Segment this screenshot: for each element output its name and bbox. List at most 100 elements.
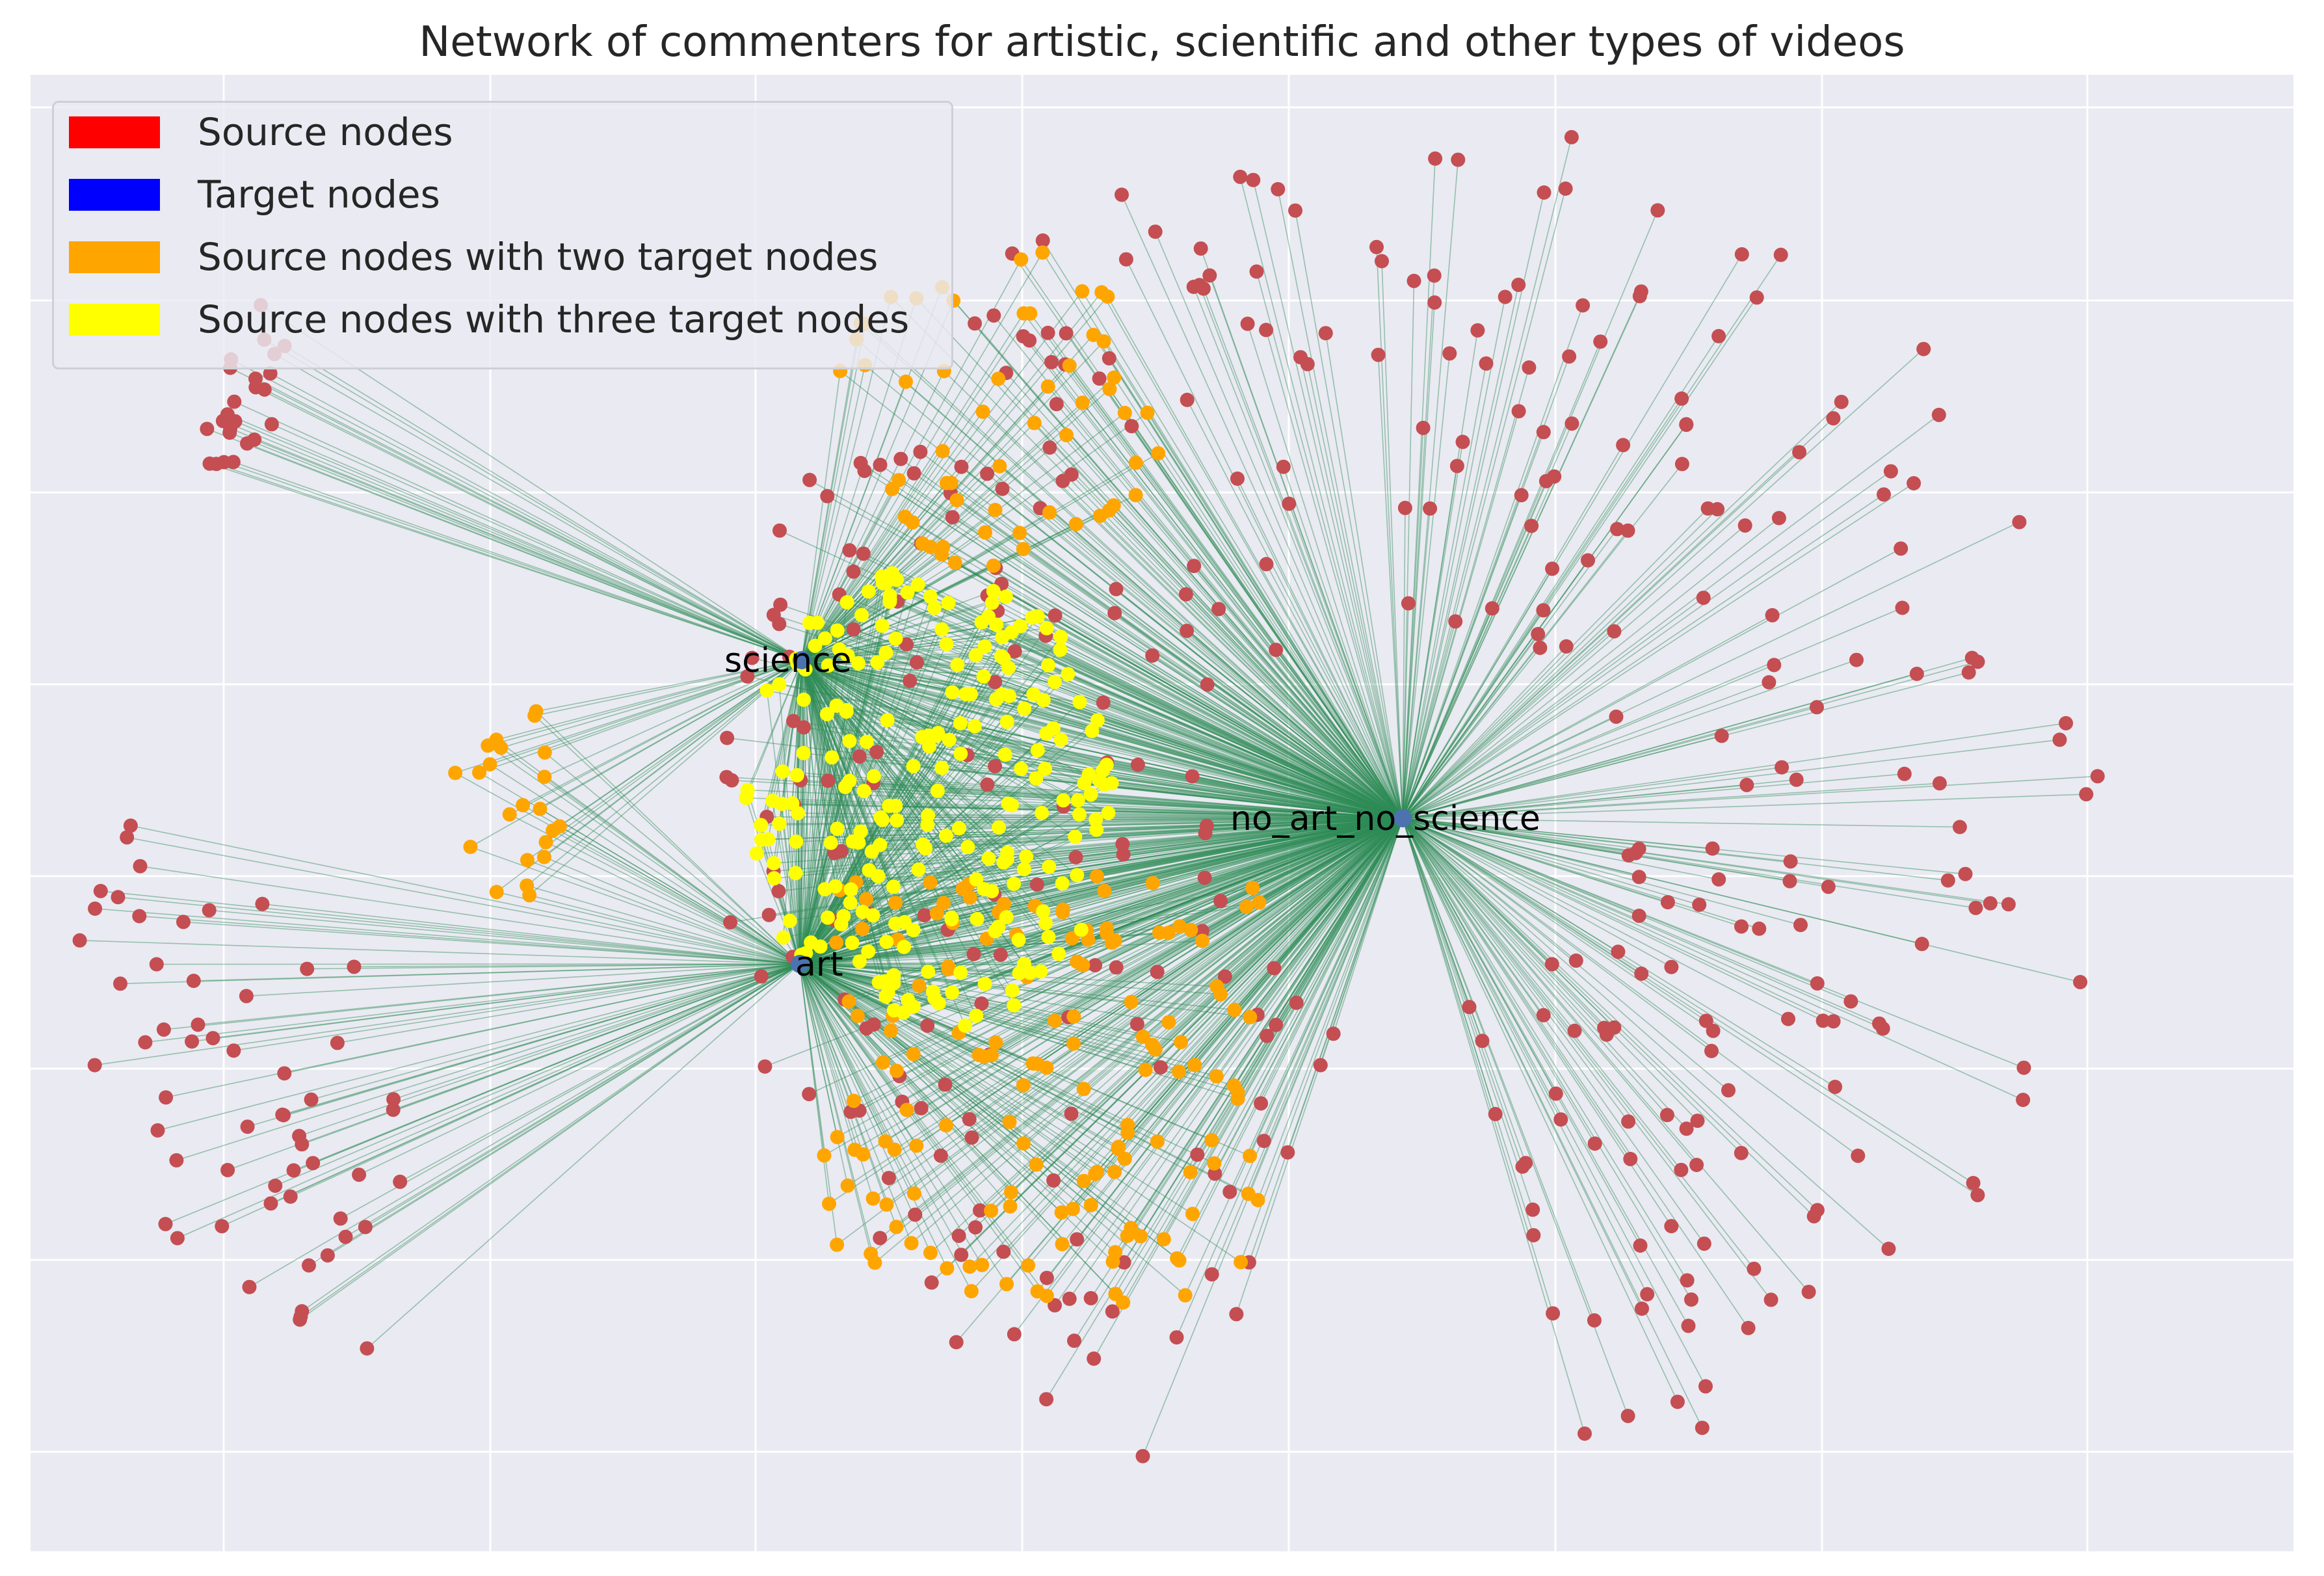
node-two-targets bbox=[899, 1102, 914, 1117]
edge-no_art_no_science bbox=[1402, 210, 1659, 819]
edge-no_art_no_science bbox=[951, 818, 1403, 920]
edge-no_art_no_science bbox=[1402, 818, 1605, 1028]
edge-no_art_no_science bbox=[942, 767, 1403, 819]
node-source bbox=[1208, 1166, 1222, 1181]
edge-art bbox=[302, 963, 800, 1145]
node-source bbox=[1674, 391, 1689, 406]
node-source bbox=[1883, 464, 1898, 479]
node-source bbox=[1567, 1023, 1582, 1038]
node-two-targets bbox=[1029, 1157, 1044, 1172]
node-source bbox=[1375, 254, 1389, 269]
node-source bbox=[1256, 1134, 1271, 1149]
edge-art bbox=[799, 941, 887, 965]
edge-no_art_no_science bbox=[1005, 596, 1403, 819]
edge-no_art_no_science bbox=[1402, 254, 1743, 819]
node-three-targets bbox=[772, 816, 787, 831]
edge-no_art_no_science bbox=[834, 818, 1403, 921]
edge-no_art_no_science bbox=[1402, 280, 1415, 819]
node-two-targets bbox=[1012, 526, 1027, 541]
edge-no_art_no_science bbox=[859, 818, 1403, 1112]
edge-art bbox=[799, 662, 878, 965]
node-source bbox=[1664, 959, 1679, 974]
edge-no_art_no_science bbox=[849, 740, 1403, 819]
edge-no_art_no_science bbox=[974, 323, 1403, 819]
edge-art bbox=[299, 963, 800, 1320]
node-two-targets bbox=[941, 962, 956, 977]
edge-no_art_no_science bbox=[882, 582, 1403, 819]
node-two-targets bbox=[887, 1142, 902, 1157]
chart-title: Network of commenters for artistic, scie… bbox=[419, 18, 1905, 66]
edge-science bbox=[801, 388, 1110, 661]
edge-no_art_no_science bbox=[897, 600, 1403, 819]
edge-science bbox=[801, 660, 1027, 857]
edge-no_art_no_science bbox=[914, 818, 1403, 1194]
edge-no_art_no_science bbox=[1063, 818, 1403, 911]
edge-art bbox=[209, 909, 800, 965]
edge-art bbox=[799, 616, 1038, 965]
node-three-targets bbox=[997, 747, 1012, 762]
edge-art bbox=[799, 963, 888, 993]
edge-no_art_no_science bbox=[1160, 818, 1403, 1068]
node-source bbox=[1547, 469, 1562, 484]
node-source bbox=[1326, 1026, 1341, 1041]
edge-art bbox=[799, 714, 828, 965]
node-source bbox=[846, 622, 861, 637]
node-source bbox=[1180, 392, 1195, 407]
edge-science bbox=[801, 607, 935, 661]
edge-no_art_no_science bbox=[965, 693, 1403, 819]
edge-no_art_no_science bbox=[913, 818, 1403, 1008]
node-source bbox=[93, 883, 108, 898]
node-source bbox=[1369, 239, 1384, 254]
edge-no_art_no_science bbox=[981, 818, 1403, 1266]
edge-no_art_no_science bbox=[1402, 818, 1636, 854]
node-source bbox=[169, 1153, 184, 1168]
edge-no_art_no_science bbox=[1237, 818, 1403, 1093]
node-source bbox=[1548, 1086, 1563, 1101]
node-two-targets bbox=[1209, 1069, 1224, 1084]
edge-science bbox=[546, 660, 802, 843]
node-three-targets bbox=[1036, 693, 1051, 708]
edge-science bbox=[801, 313, 1031, 661]
node-two-targets bbox=[830, 1130, 845, 1145]
node-two-targets bbox=[949, 492, 964, 507]
edge-no_art_no_science bbox=[1096, 818, 1403, 1173]
edge-no_art_no_science bbox=[1076, 818, 1403, 858]
node-two-targets bbox=[1048, 1013, 1062, 1028]
node-source bbox=[933, 1148, 948, 1163]
node-source bbox=[2090, 769, 2105, 784]
node-source bbox=[869, 745, 884, 760]
edge-no_art_no_science bbox=[857, 818, 1403, 1017]
edge-no_art_no_science bbox=[1402, 818, 1742, 928]
edge-no_art_no_science bbox=[1402, 647, 1541, 819]
node-three-targets bbox=[969, 1008, 984, 1023]
node-three-targets bbox=[854, 608, 869, 622]
node-two-targets bbox=[1178, 1288, 1193, 1303]
edge-no_art_no_science bbox=[1203, 288, 1403, 819]
edge-science bbox=[801, 548, 1024, 661]
edge-no_art_no_science bbox=[779, 684, 1403, 819]
node-source bbox=[358, 1220, 373, 1235]
edge-art bbox=[799, 705, 838, 965]
node-two-targets bbox=[971, 1048, 986, 1062]
edge-art bbox=[799, 790, 865, 965]
node-two-targets bbox=[1068, 516, 1083, 531]
node-three-targets bbox=[1007, 876, 1022, 891]
node-source bbox=[1524, 518, 1539, 533]
edge-science bbox=[284, 345, 802, 661]
edge-no_art_no_science bbox=[772, 800, 1403, 819]
node-three-targets bbox=[870, 655, 885, 670]
edge-no_art_no_science bbox=[1152, 655, 1403, 819]
edge-no_art_no_science bbox=[1130, 818, 1403, 1229]
node-three-targets bbox=[888, 632, 903, 646]
node-three-targets bbox=[1056, 793, 1071, 808]
node-source bbox=[1789, 772, 1804, 787]
node-three-targets bbox=[1002, 689, 1017, 703]
node-source bbox=[1536, 425, 1551, 440]
edge-no_art_no_science bbox=[1252, 180, 1403, 819]
edge-no_art_no_science bbox=[1402, 672, 1969, 819]
node-three-targets bbox=[843, 882, 858, 897]
edge-no_art_no_science bbox=[1402, 818, 1553, 965]
edge-science bbox=[801, 628, 942, 661]
edge-no_art_no_science bbox=[1079, 701, 1403, 819]
edge-no_art_no_science bbox=[885, 818, 1403, 1142]
